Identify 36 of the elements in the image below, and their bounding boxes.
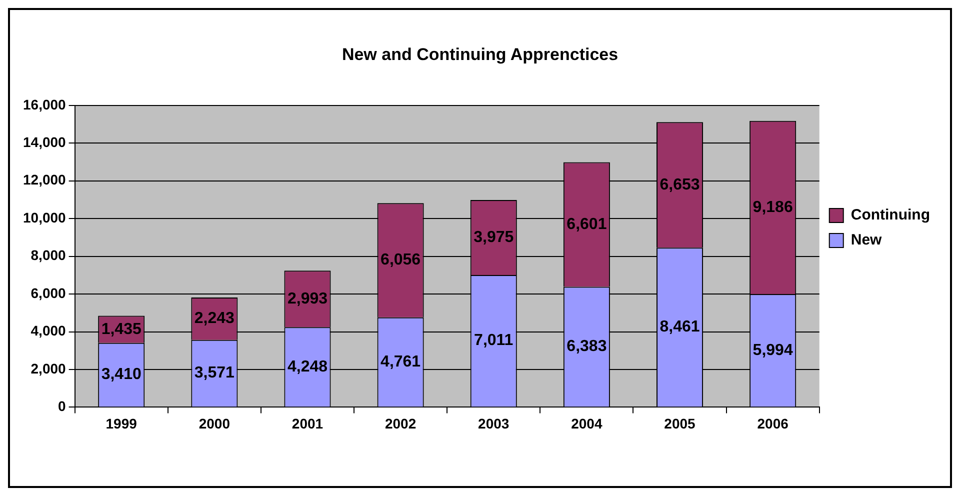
data-label: 9,186 <box>752 198 793 216</box>
chart-title: New and Continuing Apprenctices <box>342 44 618 64</box>
x-tick-label: 1999 <box>106 415 138 432</box>
y-tick-label: 14,000 <box>22 134 66 150</box>
y-tick-label: 2,000 <box>30 360 66 376</box>
x-tick-label: 2006 <box>757 415 789 432</box>
data-label: 1,435 <box>101 320 142 338</box>
y-tick-label: 0 <box>58 398 66 414</box>
x-tick-label: 2001 <box>292 415 324 432</box>
x-tick-label: 2004 <box>571 415 602 432</box>
y-tick-label: 8,000 <box>30 247 66 264</box>
data-label: 6,601 <box>566 216 607 233</box>
data-label: 3,975 <box>474 228 514 246</box>
x-tick-label: 2000 <box>198 415 230 432</box>
data-label: 3,571 <box>194 364 235 382</box>
y-tick-label: 12,000 <box>22 172 66 188</box>
data-label: 2,993 <box>287 290 328 308</box>
y-tick-label: 4,000 <box>30 322 66 339</box>
data-label: 6,383 <box>566 338 607 356</box>
data-label: 5,994 <box>752 342 793 359</box>
data-label: 7,011 <box>474 332 514 350</box>
y-tick-label: 10,000 <box>22 209 66 226</box>
x-tick-label: 2002 <box>384 415 416 432</box>
legend-label: Continuing <box>850 206 930 224</box>
y-tick-label: 16,000 <box>22 96 66 112</box>
data-label: 6,653 <box>660 176 700 194</box>
data-label: 3,410 <box>101 366 142 384</box>
data-label: 8,461 <box>660 318 700 336</box>
data-label: 2,243 <box>194 310 235 328</box>
legend-label: New <box>850 232 882 249</box>
x-tick-label: 2003 <box>478 415 510 432</box>
y-tick-label: 6,000 <box>30 284 66 301</box>
data-label: 4,761 <box>380 353 421 370</box>
data-label: 4,248 <box>287 358 328 376</box>
x-tick-label: 2005 <box>664 415 696 432</box>
data-label: 6,056 <box>380 252 421 269</box>
